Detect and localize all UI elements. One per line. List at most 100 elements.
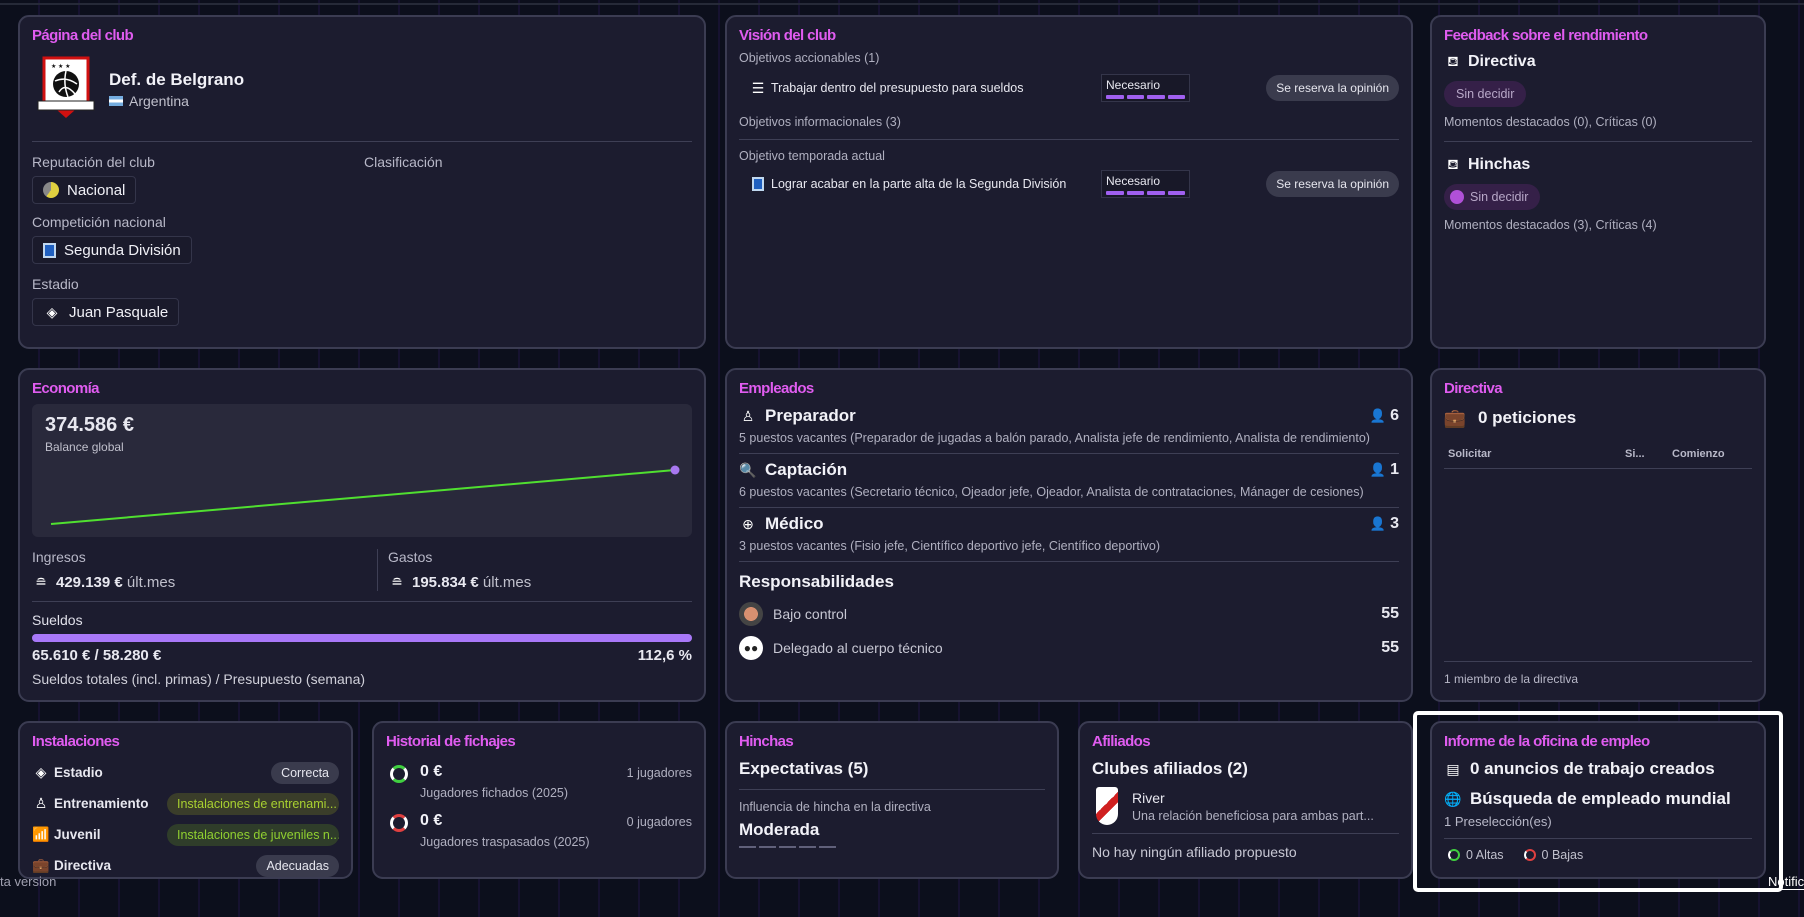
- informational-count: (3): [885, 115, 901, 129]
- board-feedback-label: Directiva: [1468, 53, 1536, 70]
- reputation-value: Nacional: [67, 181, 126, 199]
- highlights-count: (3): [1573, 218, 1589, 232]
- panel-title[interactable]: Historial de fichajes: [386, 733, 516, 750]
- facility-row[interactable]: ♙ Entrenamiento Instalaciones de entrenami…: [32, 788, 339, 819]
- panel-title[interactable]: Directiva: [1444, 380, 1503, 397]
- competition-value: Segunda División: [64, 241, 181, 259]
- facility-row[interactable]: ◈ Estadio Correcta: [32, 757, 339, 788]
- opinion-button[interactable]: Se reserva la opinión: [1266, 75, 1399, 101]
- expenses-label: Gastos: [388, 549, 433, 565]
- coins-down-icon: ≘: [391, 573, 403, 590]
- coins-icon: ☰: [751, 79, 765, 96]
- job-office-report-panel[interactable]: Informe de la oficina de empleo ▤ 0 anunc…: [1430, 721, 1766, 879]
- facility-row[interactable]: 📶 Juvenil Instalaciones de juveniles n...: [32, 819, 339, 850]
- reputation-chip[interactable]: Nacional: [32, 176, 137, 204]
- panel-title[interactable]: Empleados: [739, 380, 814, 397]
- divider: [739, 789, 1045, 790]
- balance-chart[interactable]: 374.586 € Balance global: [32, 404, 692, 537]
- panel-title[interactable]: Informe de la oficina de empleo: [1444, 733, 1650, 750]
- facility-icon: ♙: [34, 795, 48, 811]
- fan-expectations[interactable]: Expectativas (5): [739, 759, 869, 778]
- panel-title[interactable]: Hinchas: [739, 733, 794, 750]
- objective-text: Trabajar dentro del presupuesto para sue…: [771, 81, 1024, 95]
- panel-title[interactable]: Economía: [32, 380, 99, 397]
- highlight-frame: [1413, 711, 1783, 892]
- person-icon: 👤: [1369, 462, 1387, 477]
- document-icon: ▤: [1446, 760, 1460, 777]
- competition-chip[interactable]: Segunda División: [32, 236, 192, 264]
- highlights-label: Momentos destacados: [1444, 115, 1570, 129]
- staff-group[interactable]: 🔍 Captación 👤 1 6 puestos vacantes (Secretar…: [739, 454, 1399, 508]
- transfers-out-label: Jugadores traspasados (2025): [420, 835, 590, 849]
- divider: [1444, 468, 1752, 469]
- svg-text:★ ★ ★: ★ ★ ★: [51, 63, 70, 70]
- responsibility-label: Delegado al cuerpo técnico: [773, 640, 943, 656]
- facility-label: Directiva: [54, 858, 112, 873]
- facility-label: Entrenamiento: [54, 796, 149, 811]
- transfers-in-row[interactable]: 0 € Jugadores fichados (2025) 1 jugadores: [386, 763, 692, 800]
- fan-influence-label: Influencia de hincha en la directiva: [739, 800, 931, 814]
- panel-title[interactable]: Visión del club: [739, 27, 836, 44]
- hires-icon: [1448, 849, 1460, 861]
- job-ads-count: 0 anuncios de trabajo creados: [1470, 759, 1715, 778]
- staff-avatar: [739, 602, 763, 626]
- departures-count: 0 Bajas: [1541, 848, 1584, 862]
- divider: [1444, 661, 1752, 662]
- actionable-count: (1): [864, 51, 880, 65]
- competition-label: Competición nacional: [32, 214, 166, 230]
- argentina-flag-icon: [109, 95, 123, 106]
- column-header-start[interactable]: Comienzo: [1672, 448, 1725, 460]
- staff-group-icon: 🔍: [739, 461, 757, 478]
- transfers-out-count: 0 jugadores: [626, 815, 692, 829]
- responsibility-label: Bajo control: [773, 606, 847, 622]
- objective-row[interactable]: Lograr acabar en la parte alta de la Seg…: [739, 169, 1399, 199]
- person-icon: 👤: [1369, 408, 1387, 423]
- wages-percent: 112,6 %: [637, 647, 692, 664]
- staff-group-icon: ♙: [741, 407, 755, 424]
- objective-row[interactable]: ☰ Trabajar dentro del presupuesto para s…: [739, 73, 1399, 103]
- board-members-count: 1 miembro de la directiva: [1444, 672, 1579, 686]
- club-country: Argentina: [129, 92, 189, 109]
- staff-group[interactable]: ⊕ Médico 👤 3 3 puestos vacantes (Fisio jefe,…: [739, 508, 1399, 562]
- transfer-in-icon: [390, 765, 408, 783]
- version-label: ta version: [0, 874, 57, 889]
- informational-label: Objetivos informacionales: [739, 115, 883, 129]
- group-icon: ●●: [739, 636, 763, 660]
- panel-title[interactable]: Página del club: [32, 27, 134, 44]
- board-status-badge: Sin decidir: [1444, 81, 1527, 107]
- panel-title[interactable]: Afiliados: [1092, 733, 1151, 750]
- panel-title[interactable]: Feedback sobre el rendimiento: [1444, 27, 1648, 44]
- objective-text: Lograr acabar en la parte alta de la Seg…: [771, 177, 1067, 191]
- facility-row[interactable]: 💼 Directiva Adecuadas: [32, 850, 339, 877]
- affiliate-row[interactable]: River Una relación beneficiosa para ambas…: [1092, 787, 1399, 825]
- criticisms-count: (0): [1641, 115, 1657, 129]
- notifications-tab[interactable]: Notific: [1768, 874, 1804, 890]
- wages-label: Sueldos: [32, 612, 83, 628]
- transfers-out-row[interactable]: 0 € Jugadores traspasados (2025) 0 jugado…: [386, 812, 692, 849]
- affiliate-desc: Una relación beneficiosa para ambas part…: [1132, 808, 1374, 823]
- balance-point: [670, 465, 680, 475]
- stadium-chip[interactable]: ◈ Juan Pasquale: [32, 298, 180, 326]
- opinion-button[interactable]: Se reserva la opinión: [1266, 171, 1399, 197]
- affiliate-name: River: [1132, 789, 1165, 806]
- responsibility-row[interactable]: ●● Delegado al cuerpo técnico 55: [739, 634, 1399, 662]
- staff-group[interactable]: ♙ Preparador 👤 6 5 puestos vacantes (Prepara…: [739, 400, 1399, 454]
- column-header-si[interactable]: Si...: [1625, 448, 1645, 460]
- season-objective-label: Objetivo temporada actual: [739, 149, 885, 163]
- wages-value: 65.610 € / 58.280 €: [32, 647, 162, 664]
- column-header-request[interactable]: Solicitar: [1448, 448, 1492, 460]
- person-icon: 👤: [1369, 516, 1387, 531]
- divider: [32, 601, 692, 602]
- staff-group-name: Médico: [765, 514, 824, 533]
- panel-title[interactable]: Instalaciones: [32, 733, 120, 750]
- transfers-out-amount: 0 €: [420, 812, 443, 829]
- highlights-label: Momentos destacados: [1444, 218, 1570, 232]
- income-label: Ingresos: [32, 549, 86, 565]
- fans-status-badge: Sin decidir: [1444, 184, 1541, 210]
- divider: [1444, 141, 1752, 142]
- top-bar-divider: [0, 3, 1804, 5]
- staff-count: 3: [1390, 515, 1399, 532]
- balance-line: [50, 465, 680, 525]
- responsibility-value: 55: [1381, 639, 1399, 656]
- responsibility-row[interactable]: Bajo control 55: [739, 600, 1399, 628]
